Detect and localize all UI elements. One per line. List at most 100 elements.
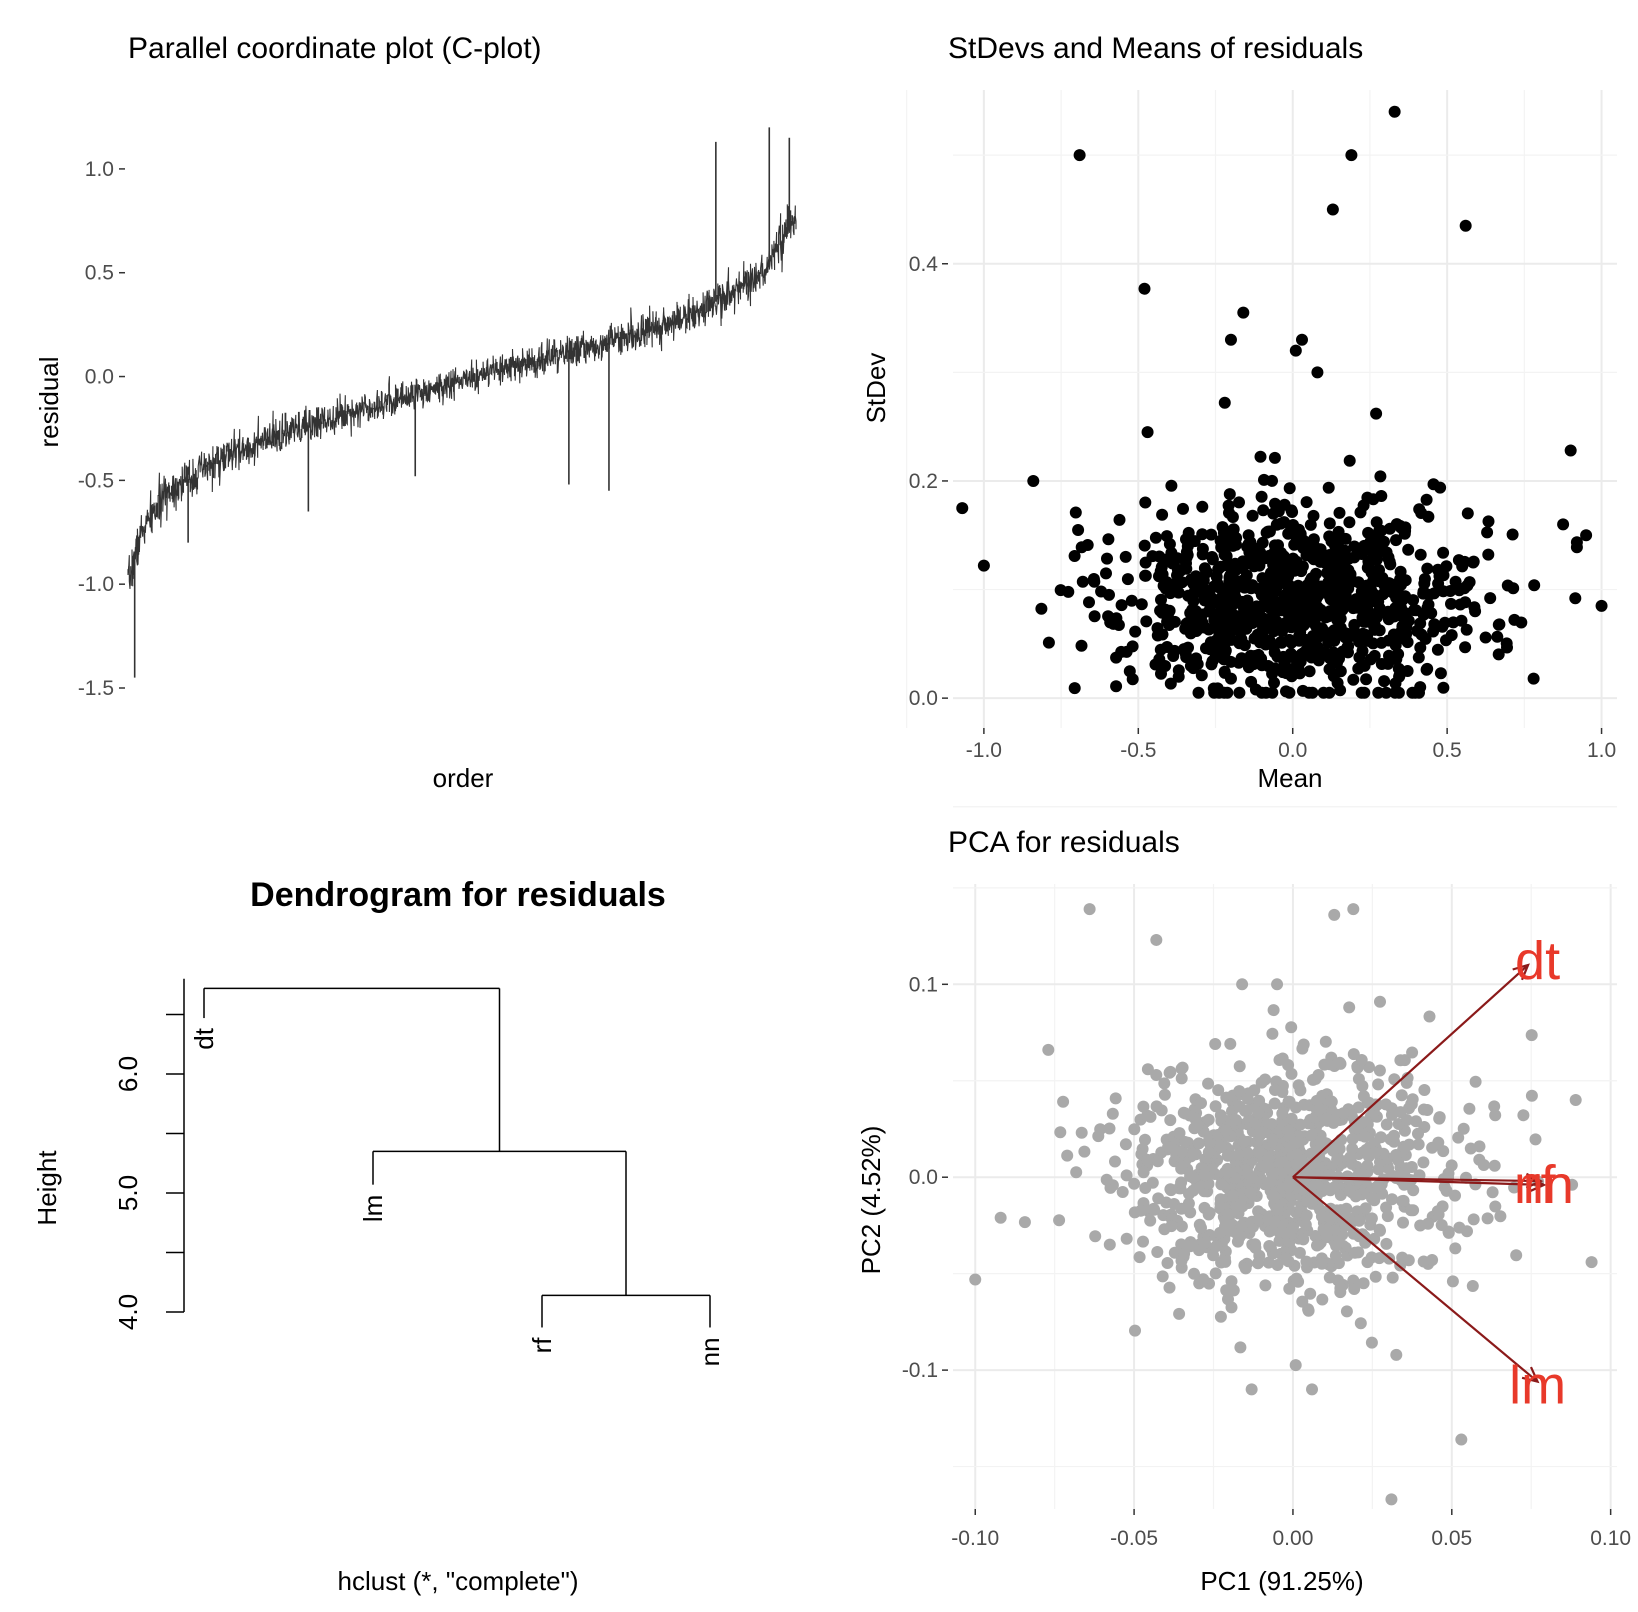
pca-point [1018,1216,1031,1229]
pca-point [1239,1104,1251,1117]
dendrogram-y-tick-label: 6.0 [113,1056,143,1092]
pca-point [1285,1112,1298,1125]
sdmean-point [1365,566,1378,579]
sdmean-point [1382,605,1395,618]
pca-point [1312,1069,1325,1081]
pca-loading-label-rf: rf [1523,1155,1557,1215]
sdmean-point [1343,454,1356,467]
dendrogram-leaf-label: lm [358,1195,388,1222]
sdmean-point [1277,551,1290,564]
pca-point [1357,1090,1370,1103]
pca-point [1477,1159,1490,1171]
pca-point [1273,1054,1286,1066]
pca-point [1128,1177,1141,1190]
pca-point [1431,1205,1444,1218]
sdmean-point [1154,565,1167,578]
pca-point [1267,1004,1280,1017]
pca-point [1092,1130,1105,1143]
pca-point [1406,1093,1419,1106]
pca-arrowhead-dt [1512,963,1530,981]
pca-point [1365,1213,1378,1226]
sdmean-point [1330,598,1343,610]
pca-point [1385,1493,1398,1506]
cplot-y-label: residual [34,356,64,447]
pca-point [1330,1239,1343,1252]
pca-arrow-nn [1292,1176,1544,1187]
sdmean-point [1419,632,1432,645]
cplot-y-tick-label: -0.5 [78,469,114,492]
sdmean-point [1394,573,1407,586]
sdmean-point [1218,543,1231,555]
sdmean-point [1527,672,1540,685]
pca-point [994,1211,1007,1224]
pca-point [1202,1146,1215,1159]
sdmean-axes: -1.0 -0.5 0.0 0.5 1.0 0.0 0.2 0.4 [909,253,1616,762]
sdmean-point [1110,680,1123,693]
sdmean-point [1103,588,1115,601]
sdmean-point [1401,636,1414,649]
sdmean-point [1285,636,1298,649]
cplot-series [127,127,797,678]
pca-point [1165,1220,1178,1233]
sdmean-point [1408,604,1421,617]
pca-point [1253,1094,1266,1107]
pca-loading-arrows [1292,963,1547,1384]
sdmean-point [1414,681,1427,694]
sdmean-point [1141,426,1154,439]
cplot-x-label: order [433,763,494,793]
pca-point [1202,1077,1215,1090]
sdmean-point [1285,504,1298,517]
sdmean-point [1431,643,1444,656]
pca-point [1400,1114,1413,1126]
sdmean-point [1182,641,1194,654]
pca-point [1128,1123,1141,1136]
sdmean-points [956,105,1608,699]
sdmean-point [1333,576,1346,589]
pca-point [1412,1127,1424,1140]
pca-arrow-lm [1292,1176,1539,1383]
sdmean-point [1484,592,1497,605]
pca-point [1311,1239,1323,1252]
sdmean-point [1378,675,1391,688]
sdmean-point [1459,219,1472,232]
sdmean-point [1437,546,1450,559]
pca-point [1075,1126,1088,1139]
pca-point [1299,1218,1312,1231]
pca-point [1197,1273,1210,1286]
sdmean-point [1311,366,1324,379]
sdmean-point [1138,282,1151,295]
pca-point [1265,1175,1278,1188]
sdmean-point [1467,556,1480,569]
pca-point [1249,1117,1262,1130]
sdmean-point [1469,605,1482,618]
sdmean-point [1312,653,1325,666]
pca-point [1292,1079,1305,1092]
sdmean-point [1463,576,1476,589]
sdmean-point [1233,578,1246,591]
pca-point [1289,1101,1302,1114]
sdmean-point [1412,651,1425,664]
pca-point [1412,1138,1425,1151]
pca-point [1164,1065,1177,1078]
pca-point [1294,1118,1307,1131]
pca-x-tick-label: 0.00 [1273,1527,1314,1550]
sdmean-point [1434,667,1447,680]
pca-point [1316,1136,1329,1148]
sdmean-point [1287,552,1300,565]
sdmean-y-label: StDev [861,353,891,424]
pca-point [1348,1246,1361,1259]
pca-point [1344,1151,1357,1164]
pca-point [1054,1126,1067,1139]
pca-point [1481,1212,1494,1225]
pca-point [1179,1136,1192,1148]
pca-point [1369,1098,1382,1111]
pca-point [1405,1204,1417,1217]
pca-point [1290,1148,1303,1161]
pca-loading-label-dt: dt [1515,931,1560,991]
sdmean-point [1198,594,1211,607]
sdmean-point [1372,686,1385,699]
pca-point [1381,1210,1394,1223]
pca-point [1380,1118,1393,1131]
sdmean-point [1210,596,1223,609]
sdmean-point [1364,535,1377,548]
